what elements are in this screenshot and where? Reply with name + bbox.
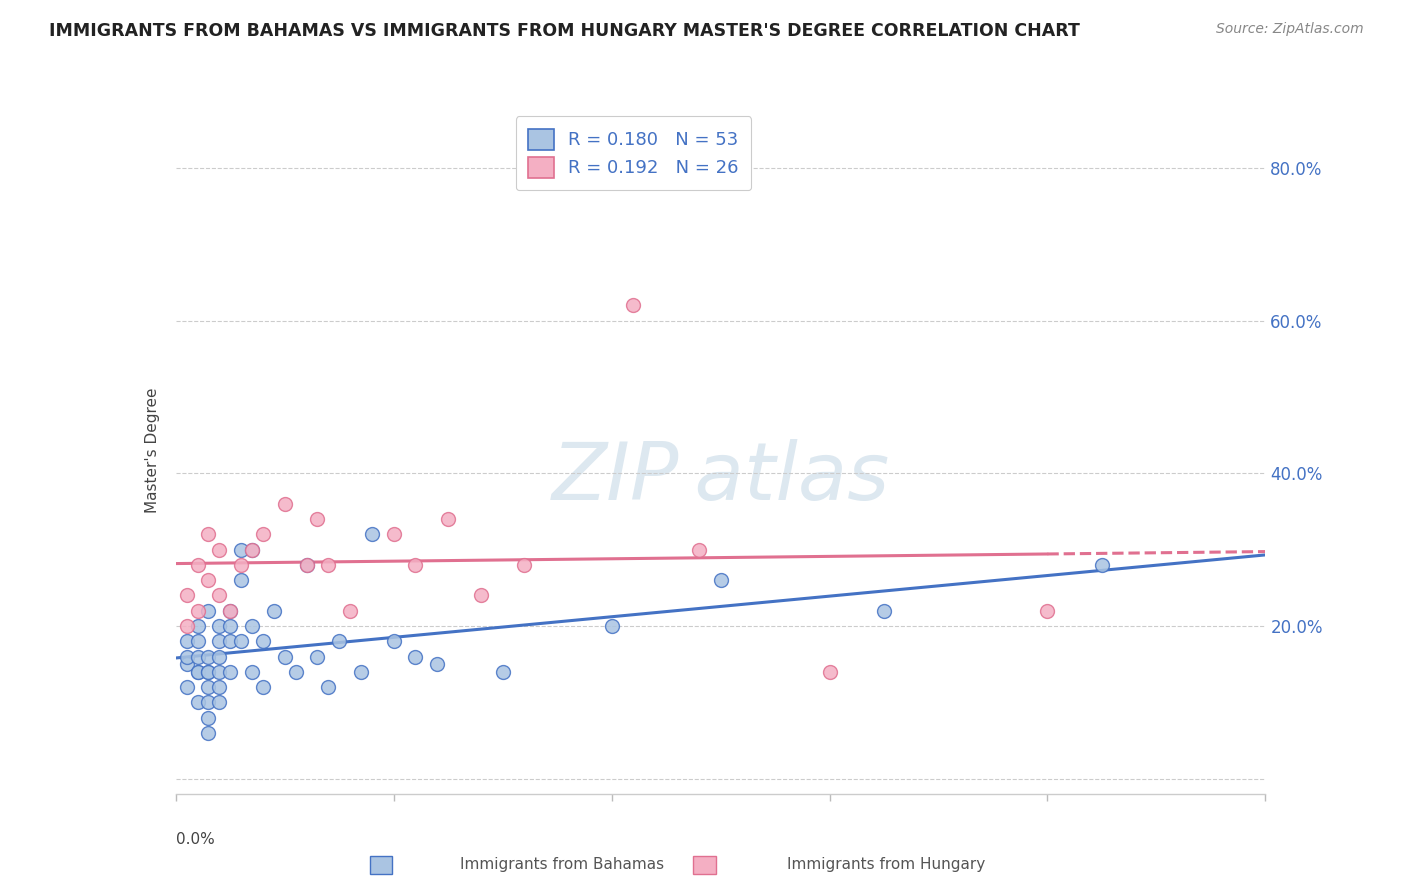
Point <box>710 573 733 587</box>
Text: Immigrants from Bahamas: Immigrants from Bahamas <box>460 857 665 872</box>
Point <box>240 665 263 679</box>
Point <box>176 619 198 633</box>
Point <box>231 573 253 587</box>
Text: Immigrants from Hungary: Immigrants from Hungary <box>786 857 986 872</box>
Point <box>197 649 219 664</box>
Point <box>186 619 209 633</box>
Point <box>405 649 427 664</box>
Point <box>219 604 242 618</box>
Point <box>263 604 285 618</box>
Point <box>197 604 219 618</box>
Point <box>405 558 427 572</box>
Point <box>328 634 350 648</box>
Point <box>186 634 209 648</box>
Point <box>176 634 198 648</box>
Point <box>219 634 242 648</box>
Point <box>307 649 329 664</box>
Point <box>176 680 198 694</box>
Point <box>600 619 623 633</box>
Point <box>208 619 231 633</box>
Point <box>219 665 242 679</box>
Point <box>873 604 896 618</box>
Point <box>1036 604 1059 618</box>
Point <box>252 680 274 694</box>
Point <box>208 589 231 603</box>
Point <box>470 589 492 603</box>
Point <box>318 558 340 572</box>
Point <box>350 665 373 679</box>
Point <box>219 619 242 633</box>
Point <box>231 558 253 572</box>
Point <box>437 512 460 526</box>
Point <box>197 680 219 694</box>
Text: 0.0%: 0.0% <box>176 831 215 847</box>
Point <box>295 558 318 572</box>
Point <box>186 649 209 664</box>
Point <box>208 634 231 648</box>
Point <box>818 665 841 679</box>
Point <box>339 604 361 618</box>
Point <box>274 649 297 664</box>
Point <box>252 527 274 541</box>
Point <box>176 657 198 672</box>
Point <box>240 619 263 633</box>
Point <box>231 542 253 557</box>
Point <box>621 298 644 312</box>
Legend: R = 0.180   N = 53, R = 0.192   N = 26: R = 0.180 N = 53, R = 0.192 N = 26 <box>516 116 751 190</box>
Point <box>186 604 209 618</box>
Point <box>197 726 219 740</box>
Point <box>208 649 231 664</box>
Y-axis label: Master's Degree: Master's Degree <box>145 388 160 513</box>
Point <box>197 710 219 724</box>
Point <box>231 634 253 648</box>
Point <box>176 649 198 664</box>
Point <box>688 542 710 557</box>
Point <box>274 497 297 511</box>
Point <box>186 558 209 572</box>
Point <box>219 604 242 618</box>
Point <box>186 665 209 679</box>
Point <box>208 680 231 694</box>
Point <box>186 665 209 679</box>
Point <box>382 527 405 541</box>
Point <box>208 542 231 557</box>
Point <box>295 558 318 572</box>
Point <box>382 634 405 648</box>
Point <box>208 665 231 679</box>
Point <box>513 558 536 572</box>
Point <box>307 512 329 526</box>
Point <box>360 527 382 541</box>
Point <box>252 634 274 648</box>
Point <box>1091 558 1114 572</box>
Point <box>197 695 219 709</box>
Point <box>197 527 219 541</box>
Point <box>240 542 263 557</box>
Point <box>197 665 219 679</box>
Point <box>284 665 307 679</box>
Text: ZIP atlas: ZIP atlas <box>551 439 890 517</box>
Point <box>176 589 198 603</box>
Text: IMMIGRANTS FROM BAHAMAS VS IMMIGRANTS FROM HUNGARY MASTER'S DEGREE CORRELATION C: IMMIGRANTS FROM BAHAMAS VS IMMIGRANTS FR… <box>49 22 1080 40</box>
Point <box>318 680 340 694</box>
Point <box>426 657 449 672</box>
Point <box>492 665 515 679</box>
Point <box>208 695 231 709</box>
Point <box>197 665 219 679</box>
Text: Source: ZipAtlas.com: Source: ZipAtlas.com <box>1216 22 1364 37</box>
Point <box>186 695 209 709</box>
Point <box>240 542 263 557</box>
Point <box>197 573 219 587</box>
